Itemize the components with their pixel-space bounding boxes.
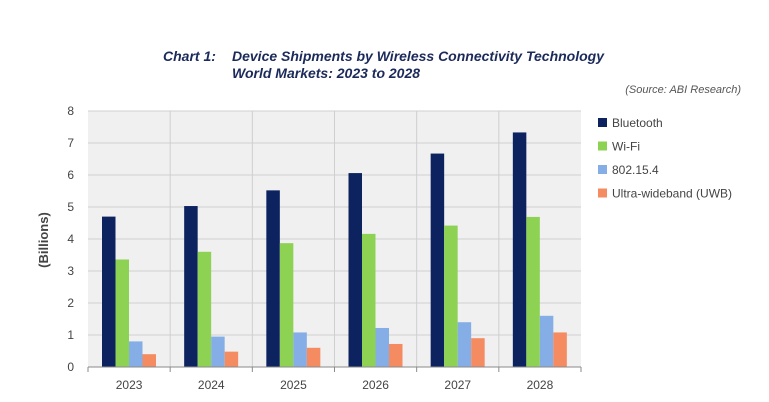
bar-wi-fi [362, 233, 376, 367]
y-tick-label: 6 [67, 168, 74, 182]
legend-swatch [598, 188, 607, 198]
y-tick-label: 0 [67, 360, 74, 374]
legend-label: Bluetooth [612, 116, 663, 130]
bar-bluetooth [266, 190, 280, 367]
legend-swatch [598, 165, 607, 174]
bar-802-15-4 [293, 332, 307, 367]
bar-802-15-4 [211, 336, 225, 367]
bar-bluetooth [102, 216, 116, 367]
chart-number: Chart 1: [163, 48, 216, 64]
y-axis-label: (Billions) [36, 212, 51, 268]
y-tick-label: 7 [67, 136, 74, 150]
x-tick-label: 2023 [116, 378, 143, 392]
y-tick-label: 8 [67, 104, 74, 118]
x-tick-label: 2024 [198, 378, 225, 392]
grid-layer [88, 110, 581, 367]
bar-wi-fi [197, 251, 212, 367]
bar-ultra-wideband-uwb [142, 354, 156, 367]
bar-802-15-4 [457, 322, 472, 367]
y-tick-label: 5 [67, 200, 74, 214]
bar-802-15-4 [129, 341, 143, 367]
x-tick-label: 2028 [527, 378, 554, 392]
legend-swatch [598, 118, 607, 127]
legend: Bluetooth Wi-Fi 802.15.4 Ultra-wideband (UW… [598, 116, 732, 201]
y-tick-label: 3 [67, 264, 74, 278]
y-tick-label: 4 [67, 232, 74, 246]
chart-title-line-2: World Markets: 2023 to 2028 [232, 65, 421, 81]
bar-ultra-wideband-uwb [389, 343, 403, 367]
bar-ultra-wideband-uwb [471, 338, 485, 367]
bar-bluetooth [348, 173, 362, 367]
bar-ultra-wideband-uwb [553, 332, 567, 367]
legend-swatch [598, 141, 607, 151]
bar-wi-fi [115, 259, 129, 367]
bar-wi-fi [526, 216, 540, 367]
bar-wi-fi [279, 243, 294, 367]
bar-bluetooth [430, 153, 445, 367]
bar-ultra-wideband-uwb [224, 351, 239, 367]
legend-label: Wi-Fi [612, 140, 640, 154]
x-tick-label: 2025 [280, 378, 307, 392]
y-tick-label: 2 [67, 296, 74, 310]
bar-wi-fi [444, 225, 458, 367]
legend-label: 802.15.4 [612, 163, 659, 177]
bar-bluetooth [512, 132, 527, 367]
x-tick-label: 2027 [444, 378, 471, 392]
bar-ultra-wideband-uwb [306, 347, 321, 367]
bar-802-15-4 [539, 315, 554, 367]
bars-layer [102, 132, 567, 367]
y-tick-label: 1 [67, 328, 74, 342]
legend-label: Ultra-wideband (UWB) [612, 187, 732, 201]
axes-layer: 0 1 2 3 4 5 6 7 8 2023 2024 2025 2026 2027 2028 [67, 104, 582, 392]
bar-bluetooth [184, 206, 198, 367]
chart-title-line-1: Device Shipments by Wireless Connectivit… [232, 48, 605, 64]
bar-802-15-4 [375, 327, 389, 367]
chart-source: (Source: ABI Research) [625, 84, 741, 96]
x-tick-label: 2026 [362, 378, 389, 392]
